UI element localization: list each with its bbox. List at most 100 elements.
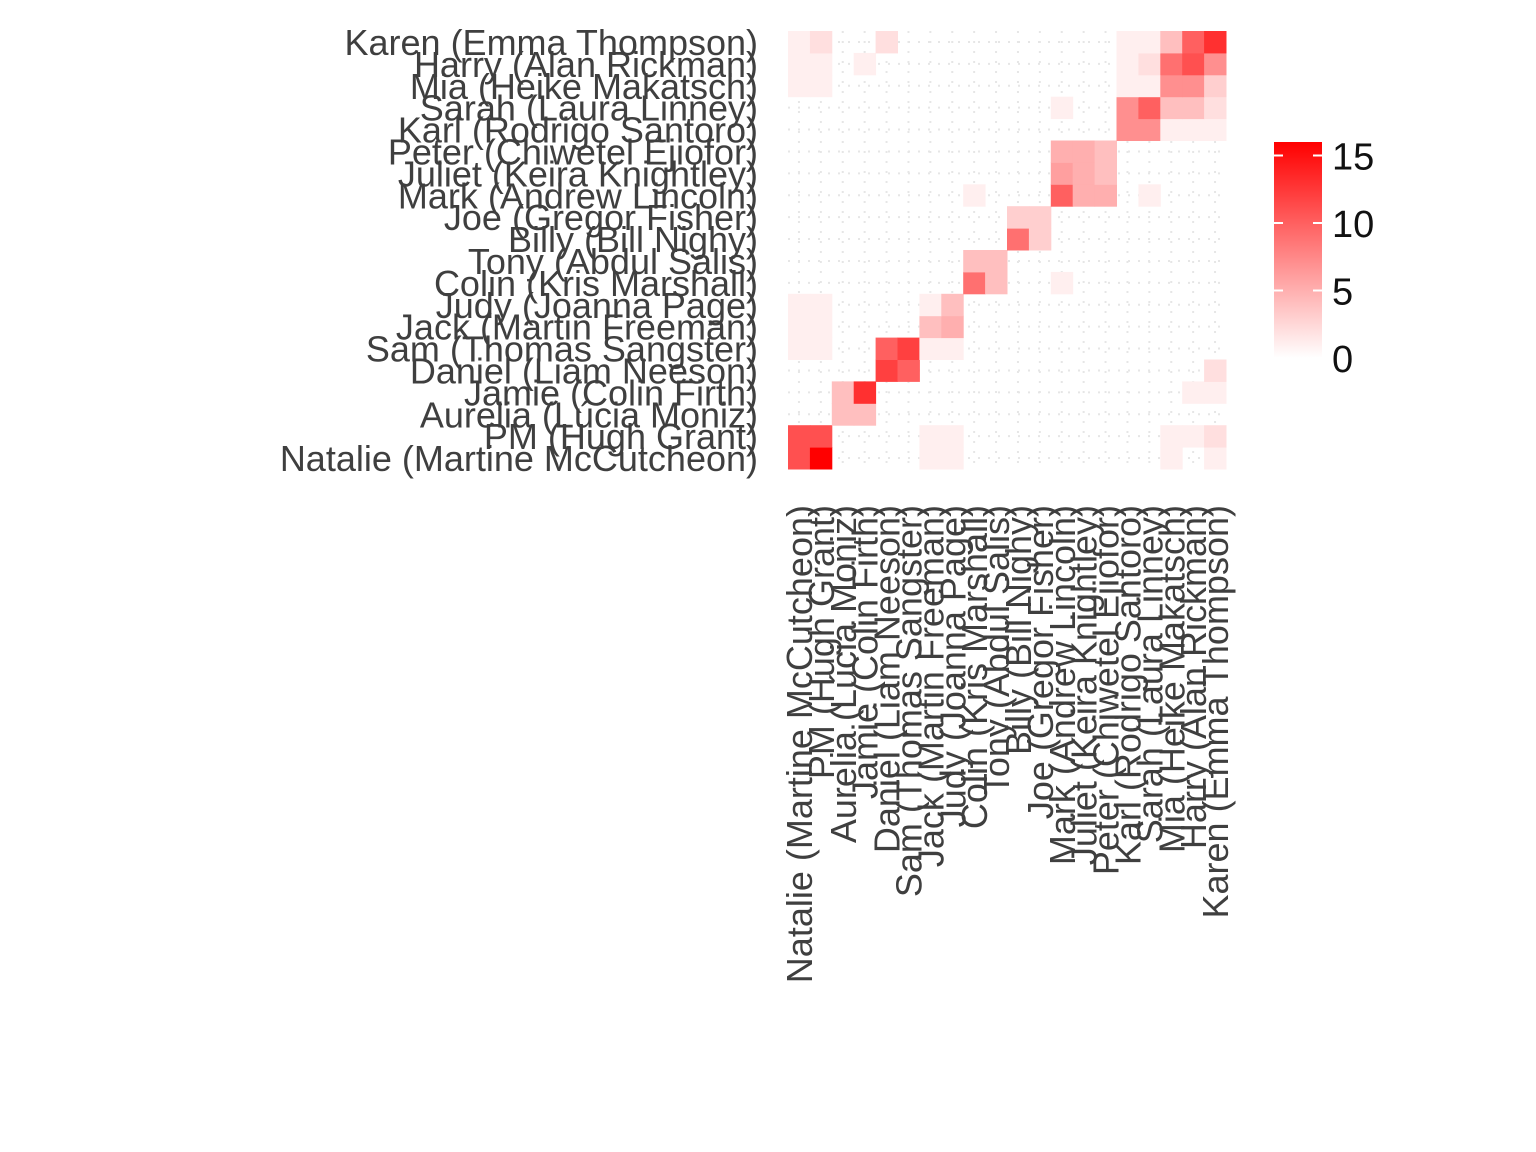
heatmap-cell xyxy=(875,337,898,360)
heatmap-cell xyxy=(919,425,942,448)
heatmap-cell xyxy=(897,337,920,360)
x-tick-label: PM (Hugh Grant) xyxy=(801,505,842,779)
heatmap-cell xyxy=(1050,271,1074,295)
heatmap-cell xyxy=(1138,52,1161,76)
y-tick-label: Colin (Kris Marshall) xyxy=(434,263,758,304)
heatmap-cell xyxy=(1204,31,1227,54)
heatmap-cell xyxy=(1160,425,1183,448)
y-tick-label: Judy (Joanna Page) xyxy=(436,285,758,326)
heatmap-cell xyxy=(1138,184,1161,207)
heatmap-cell xyxy=(1007,228,1030,251)
heatmap-cell xyxy=(1116,118,1139,141)
heatmap-cell xyxy=(875,359,898,382)
heatmap-cell xyxy=(1182,118,1205,141)
heatmap-cell xyxy=(1116,31,1139,54)
heatmap-cell xyxy=(831,381,855,404)
heatmap-cell xyxy=(1138,31,1161,54)
heatmap-cell xyxy=(1160,52,1183,76)
heatmap-cell xyxy=(809,74,833,98)
y-tick-label: Karen (Emma Thompson) xyxy=(345,22,759,63)
legend-tick-label: 5 xyxy=(1332,272,1353,314)
y-tick-label: PM (Hugh Grant) xyxy=(484,416,758,457)
y-tick-label: Mia (Heike Makatsch) xyxy=(410,66,758,107)
heatmap-cell xyxy=(809,337,833,360)
heatmap-cell xyxy=(1050,162,1074,185)
heatmap-cell xyxy=(1072,140,1096,163)
heatmap-cell xyxy=(1204,381,1227,404)
heatmap-cell xyxy=(1160,74,1183,98)
heatmap-cell xyxy=(985,250,1008,273)
heatmap-cell xyxy=(1204,74,1227,98)
y-tick-label: Natalie (Martine McCutcheon) xyxy=(280,438,758,479)
x-tick-label: Jamie (Colin Firth) xyxy=(845,505,886,799)
heatmap-cell xyxy=(853,381,877,404)
y-tick-label: Sarah (Laura Linney) xyxy=(420,88,758,129)
heatmap-cell xyxy=(809,52,833,76)
heatmap-cell xyxy=(1138,96,1161,120)
heatmap-cell xyxy=(1182,52,1205,76)
heatmap-cell xyxy=(919,293,942,317)
heatmap-cell xyxy=(963,250,986,273)
heatmap-cell xyxy=(853,52,877,76)
legend-tick-label: 15 xyxy=(1332,137,1374,179)
heatmap-cell xyxy=(919,315,942,339)
x-tick-label: Mia (Heike Makatsch) xyxy=(1151,505,1192,853)
x-tick-label: Harry (Alan Rickman) xyxy=(1173,505,1214,849)
x-tick-label: Mark (Andrew Lincoln) xyxy=(1042,505,1083,865)
heatmap-cell xyxy=(788,337,811,360)
heatmap-cell xyxy=(831,403,855,426)
heatmap-cell xyxy=(1182,425,1205,448)
heatmap-cell xyxy=(1182,31,1205,54)
heatmap-cell xyxy=(919,447,942,470)
heatmap-cell xyxy=(788,315,811,339)
heatmap-cell xyxy=(941,337,964,360)
heatmap-cell xyxy=(1050,140,1074,163)
x-tick-label: Karl (Rodrigo Santoro) xyxy=(1107,505,1148,865)
heatmap-cell xyxy=(1116,52,1139,76)
x-axis-labels: Natalie (Martine McCutcheon)PM (Hugh Gra… xyxy=(779,505,1236,983)
heatmap-cell xyxy=(1007,206,1030,229)
heatmap-cell xyxy=(1116,96,1139,120)
heatmap-cell xyxy=(1116,74,1139,98)
heatmap-cell xyxy=(875,31,898,54)
heatmap-cell xyxy=(1028,206,1052,229)
heatmap-cell xyxy=(788,447,811,470)
heatmap-cell xyxy=(788,31,811,54)
heatmap-cell xyxy=(985,271,1008,295)
heatmap-cell xyxy=(1028,228,1052,251)
heatmap-cells xyxy=(788,31,1227,470)
heatmap-cell xyxy=(1094,184,1117,207)
heatmap-cell xyxy=(1182,96,1205,120)
heatmap-cell xyxy=(809,315,833,339)
heatmap-cell xyxy=(1072,184,1096,207)
y-tick-label: Karl (Rodrigo Santoro) xyxy=(398,110,758,151)
x-tick-label: Tony (Abdul Salis) xyxy=(976,505,1017,795)
heatmap-cell xyxy=(1182,74,1205,98)
x-tick-label: Colin (Kris Marshall) xyxy=(954,505,995,829)
heatmap-cell xyxy=(1160,118,1183,141)
y-tick-label: Sam (Thomas Sangster) xyxy=(366,329,758,370)
heatmap-cell xyxy=(1204,447,1227,470)
y-tick-label: Jack (Martin Freeman) xyxy=(396,307,758,348)
x-tick-label: Joe (Gregor Fisher) xyxy=(1020,505,1061,819)
x-tick-label: Karen (Emma Thompson) xyxy=(1195,505,1236,919)
heatmap-cell xyxy=(788,425,811,448)
legend-tick-label: 0 xyxy=(1332,339,1353,381)
y-tick-label: Harry (Alan Rickman) xyxy=(414,44,758,85)
heatmap-cell xyxy=(853,403,877,426)
heatmap-cell xyxy=(809,425,833,448)
heatmap-cell xyxy=(809,293,833,317)
heatmap-cell xyxy=(941,293,964,317)
heatmap-cell xyxy=(1182,381,1205,404)
heatmap-cell xyxy=(1050,96,1074,120)
heatmap-cell xyxy=(1160,96,1183,120)
heatmap-cell xyxy=(897,359,920,382)
x-tick-label: Aurelia (Lúcia Moniz) xyxy=(823,505,864,843)
x-tick-label: Juliet (Keira Knightley) xyxy=(1064,505,1105,865)
heatmap-cell xyxy=(809,31,833,54)
y-tick-label: Tony (Abdul Salis) xyxy=(468,241,758,282)
x-tick-label: Sarah (Laura Linney) xyxy=(1129,505,1170,843)
heatmap-cell xyxy=(1094,140,1117,163)
heatmap-cell xyxy=(963,184,986,207)
heatmap-cell xyxy=(1160,447,1183,470)
